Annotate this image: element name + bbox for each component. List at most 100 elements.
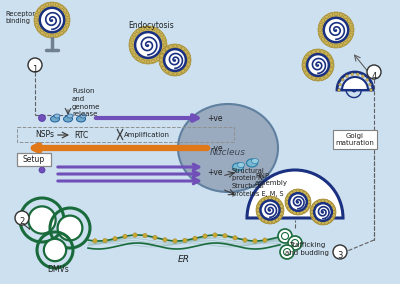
Circle shape (60, 31, 63, 35)
Circle shape (278, 229, 292, 243)
Circle shape (302, 49, 334, 81)
Circle shape (328, 201, 331, 205)
Circle shape (296, 189, 300, 193)
Circle shape (369, 83, 372, 86)
Circle shape (264, 197, 268, 201)
Circle shape (141, 59, 144, 63)
Circle shape (103, 238, 107, 243)
Circle shape (39, 167, 45, 173)
Circle shape (34, 2, 70, 38)
Circle shape (55, 3, 59, 7)
Circle shape (162, 66, 166, 70)
Circle shape (165, 70, 168, 73)
Circle shape (160, 53, 164, 57)
Circle shape (123, 234, 127, 239)
Ellipse shape (54, 114, 60, 118)
Circle shape (324, 52, 328, 55)
Circle shape (310, 210, 314, 214)
Text: Trafficking
and budding: Trafficking and budding (285, 243, 329, 256)
Circle shape (325, 15, 328, 19)
Circle shape (243, 238, 247, 242)
Ellipse shape (246, 159, 258, 167)
Circle shape (311, 214, 314, 217)
Circle shape (186, 62, 190, 66)
Circle shape (316, 49, 320, 53)
Circle shape (288, 236, 302, 250)
Circle shape (318, 12, 354, 48)
Text: Receptor: Receptor (5, 11, 35, 17)
Circle shape (41, 5, 44, 9)
Circle shape (285, 189, 311, 215)
Circle shape (257, 204, 260, 208)
Ellipse shape (67, 114, 73, 118)
Text: ER: ER (178, 255, 190, 264)
Circle shape (186, 54, 190, 57)
Circle shape (45, 34, 49, 37)
Circle shape (37, 28, 41, 31)
Circle shape (303, 68, 306, 71)
Circle shape (258, 201, 262, 205)
Circle shape (50, 2, 54, 6)
Circle shape (136, 30, 140, 33)
Circle shape (312, 50, 316, 53)
Circle shape (293, 190, 296, 193)
Circle shape (146, 26, 150, 30)
Circle shape (129, 26, 167, 64)
Circle shape (278, 201, 282, 205)
Circle shape (272, 220, 276, 223)
Text: Structural
proteins E, M, S: Structural proteins E, M, S (232, 183, 284, 197)
Text: DMVs: DMVs (47, 265, 69, 274)
Circle shape (334, 12, 338, 16)
Circle shape (330, 204, 334, 207)
Circle shape (305, 207, 309, 210)
Circle shape (280, 208, 284, 212)
Circle shape (34, 18, 38, 22)
Circle shape (136, 57, 140, 60)
Circle shape (28, 58, 42, 72)
Circle shape (256, 196, 284, 224)
Circle shape (272, 197, 276, 201)
Circle shape (328, 72, 331, 75)
Text: +ve: +ve (207, 168, 222, 177)
Circle shape (268, 220, 272, 224)
Circle shape (287, 194, 291, 197)
FancyBboxPatch shape (17, 153, 51, 166)
Circle shape (319, 33, 322, 37)
Circle shape (153, 235, 157, 240)
Text: 3: 3 (337, 252, 343, 260)
Circle shape (40, 8, 64, 32)
Circle shape (66, 13, 69, 17)
Circle shape (113, 237, 117, 241)
Circle shape (321, 221, 325, 225)
Circle shape (38, 114, 46, 122)
Circle shape (152, 27, 155, 31)
Circle shape (307, 54, 329, 76)
Circle shape (261, 218, 265, 222)
Circle shape (318, 28, 322, 32)
Circle shape (344, 41, 347, 45)
Circle shape (169, 72, 172, 75)
Circle shape (233, 236, 237, 240)
Circle shape (315, 219, 318, 223)
Circle shape (318, 200, 322, 203)
Circle shape (156, 30, 160, 33)
Text: Amplification: Amplification (124, 132, 170, 138)
Circle shape (55, 34, 59, 37)
Circle shape (296, 211, 300, 215)
Circle shape (162, 38, 166, 41)
Circle shape (308, 52, 312, 55)
Circle shape (307, 197, 310, 201)
Circle shape (146, 60, 150, 64)
Circle shape (173, 44, 177, 48)
Circle shape (143, 233, 147, 238)
Circle shape (332, 214, 335, 217)
Circle shape (132, 33, 136, 37)
Circle shape (350, 23, 353, 27)
Circle shape (182, 47, 185, 51)
Circle shape (129, 43, 133, 47)
Circle shape (260, 201, 280, 220)
Circle shape (290, 209, 293, 213)
Circle shape (253, 239, 257, 243)
Circle shape (160, 62, 164, 66)
Circle shape (278, 215, 282, 219)
